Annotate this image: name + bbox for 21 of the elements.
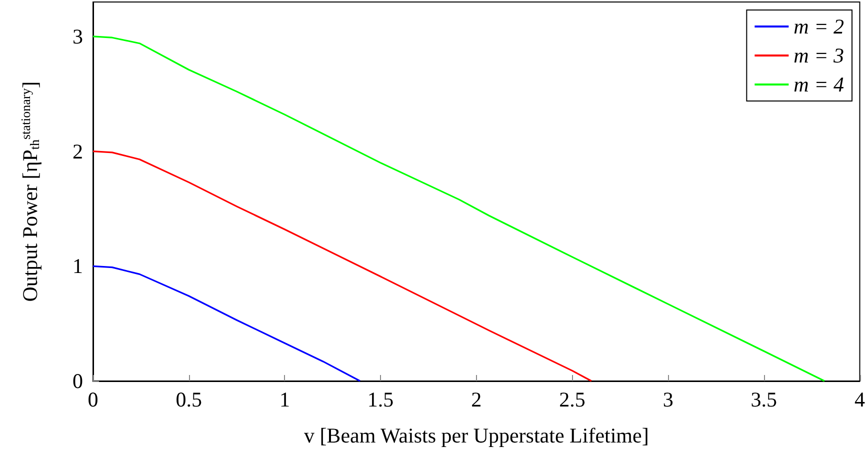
line-series — [92, 265, 361, 382]
x-tick-label: 3 — [662, 388, 674, 412]
y-tick-label: 2 — [72, 139, 83, 164]
x-tick-label: 3.5 — [750, 388, 778, 412]
y-tick-label: 1 — [72, 254, 83, 278]
x-tick-label: 4 — [854, 388, 866, 412]
x-tick-label: 0 — [88, 388, 98, 412]
y-tick-label: 3 — [72, 24, 83, 48]
legend-label: m = 2 — [794, 14, 844, 38]
line-series — [92, 36, 826, 382]
x-tick-label: 0.5 — [176, 388, 202, 412]
y-tick-label: 0 — [72, 369, 83, 393]
x-tick-label: 2 — [471, 388, 482, 412]
y-axis-title: Output Power [ηPthstationary] — [18, 81, 42, 302]
legend-label: m = 3 — [794, 44, 844, 68]
legend-label: m = 4 — [794, 72, 844, 96]
x-tick-label: 1.5 — [367, 388, 394, 412]
x-axis-title: v [Beam Waists per Upperstate Lifetime] — [304, 424, 649, 448]
x-tick-label: 2.5 — [559, 388, 586, 412]
x-tick-label: 1 — [279, 388, 290, 412]
line-series — [92, 150, 592, 382]
